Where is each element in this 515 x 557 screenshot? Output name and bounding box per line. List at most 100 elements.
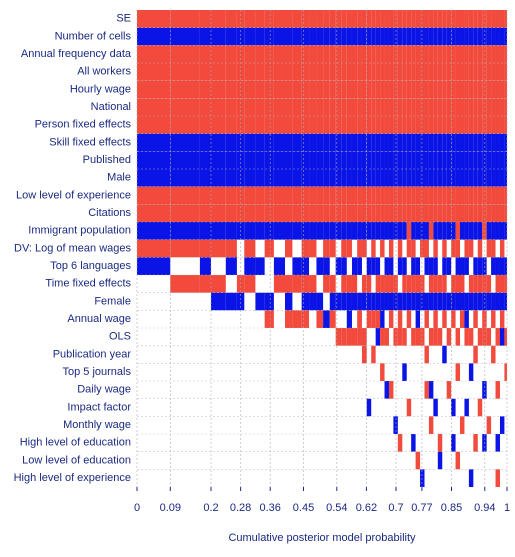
inclusion-cell xyxy=(357,45,362,63)
inclusion-cell xyxy=(491,292,496,311)
inclusion-cell xyxy=(361,186,367,205)
inclusion-cell xyxy=(402,116,407,134)
inclusion-cell xyxy=(393,416,398,434)
row-label: High level of education xyxy=(20,437,131,449)
inclusion-cell xyxy=(424,10,429,28)
inclusion-cell xyxy=(384,222,389,240)
inclusion-cell xyxy=(264,45,274,63)
inclusion-cell xyxy=(316,310,324,328)
inclusion-cell xyxy=(397,98,403,116)
inclusion-cell xyxy=(285,275,293,293)
inclusion-cell xyxy=(225,292,237,311)
inclusion-cell xyxy=(316,63,324,81)
inclusion-cell xyxy=(361,98,367,116)
inclusion-cell xyxy=(437,328,443,346)
inclusion-cell xyxy=(244,80,256,99)
inclusion-cell xyxy=(361,169,367,187)
inclusion-cell xyxy=(371,133,376,152)
inclusion-cell xyxy=(211,45,226,63)
inclusion-cell xyxy=(346,292,352,311)
row-label: Published xyxy=(83,154,131,166)
inclusion-cell xyxy=(473,186,478,205)
inclusion-cell xyxy=(323,275,330,293)
inclusion-cell xyxy=(137,169,171,187)
inclusion-cell xyxy=(455,133,461,152)
inclusion-cell xyxy=(388,204,394,222)
inclusion-cell xyxy=(255,222,265,240)
inclusion-cell xyxy=(482,257,487,275)
inclusion-cell xyxy=(491,10,496,28)
inclusion-cell xyxy=(225,204,237,222)
inclusion-cell xyxy=(346,151,352,169)
inclusion-cell xyxy=(236,116,245,134)
inclusion-cell xyxy=(388,292,394,311)
row-label: Impact factor xyxy=(67,401,131,413)
inclusion-cell xyxy=(491,345,496,364)
inclusion-cell xyxy=(420,204,425,222)
inclusion-cell xyxy=(499,116,505,134)
inclusion-cell xyxy=(411,98,416,116)
inclusion-cell xyxy=(406,222,412,240)
inclusion-cell xyxy=(473,257,478,275)
inclusion-cell xyxy=(433,169,438,187)
inclusion-cell xyxy=(499,98,505,116)
inclusion-cell xyxy=(335,80,342,99)
inclusion-cell xyxy=(366,151,372,169)
inclusion-cell xyxy=(468,363,474,381)
inclusion-cell xyxy=(285,98,293,116)
inclusion-cell xyxy=(468,328,474,346)
inclusion-cell xyxy=(442,222,447,240)
inclusion-cell xyxy=(397,45,403,63)
row-label: Low level of education xyxy=(22,454,131,466)
inclusion-cell xyxy=(473,310,478,328)
inclusion-cell xyxy=(495,434,500,452)
inclusion-cell xyxy=(384,328,389,346)
inclusion-cell xyxy=(351,10,358,28)
inclusion-cell xyxy=(335,45,342,63)
inclusion-cell xyxy=(264,80,274,99)
inclusion-cell xyxy=(170,116,200,134)
inclusion-cell xyxy=(357,80,362,99)
inclusion-cell xyxy=(486,98,492,116)
inclusion-cell xyxy=(477,328,483,346)
inclusion-cell xyxy=(495,169,500,187)
inclusion-cell xyxy=(393,133,398,152)
inclusion-cell xyxy=(433,116,438,134)
inclusion-cell xyxy=(346,204,352,222)
inclusion-cell xyxy=(437,186,443,205)
inclusion-cell xyxy=(323,10,330,28)
inclusion-cell xyxy=(442,345,447,364)
row-label: Immigrant population xyxy=(28,225,131,237)
inclusion-cell xyxy=(329,151,336,169)
inclusion-cell xyxy=(406,169,412,187)
inclusion-cell xyxy=(199,10,211,28)
inclusion-cell xyxy=(451,169,456,187)
inclusion-cell xyxy=(285,45,293,63)
inclusion-cell xyxy=(351,275,358,293)
inclusion-cell xyxy=(361,27,367,46)
x-tick-label: 0.09 xyxy=(160,502,181,514)
inclusion-cell xyxy=(346,275,352,293)
inclusion-cell xyxy=(292,257,302,275)
inclusion-cell xyxy=(446,27,452,46)
inclusion-cell xyxy=(285,10,293,28)
inclusion-cell xyxy=(137,239,171,258)
inclusion-cell xyxy=(486,275,492,293)
inclusion-cell xyxy=(411,80,416,99)
inclusion-cell xyxy=(433,239,438,258)
inclusion-cell xyxy=(384,186,389,205)
inclusion-cell xyxy=(341,328,347,346)
inclusion-cell xyxy=(375,292,381,311)
inclusion-cell xyxy=(402,98,407,116)
inclusion-cell xyxy=(244,116,256,134)
inclusion-cell xyxy=(335,27,342,46)
inclusion-cell xyxy=(366,275,372,293)
inclusion-cell xyxy=(473,63,478,81)
inclusion-cell xyxy=(316,222,324,240)
inclusion-cell xyxy=(504,133,507,152)
inclusion-cell xyxy=(473,133,478,152)
inclusion-cell xyxy=(411,292,416,311)
inclusion-cell xyxy=(273,116,285,134)
inclusion-cell xyxy=(211,98,226,116)
inclusion-cell xyxy=(482,169,487,187)
